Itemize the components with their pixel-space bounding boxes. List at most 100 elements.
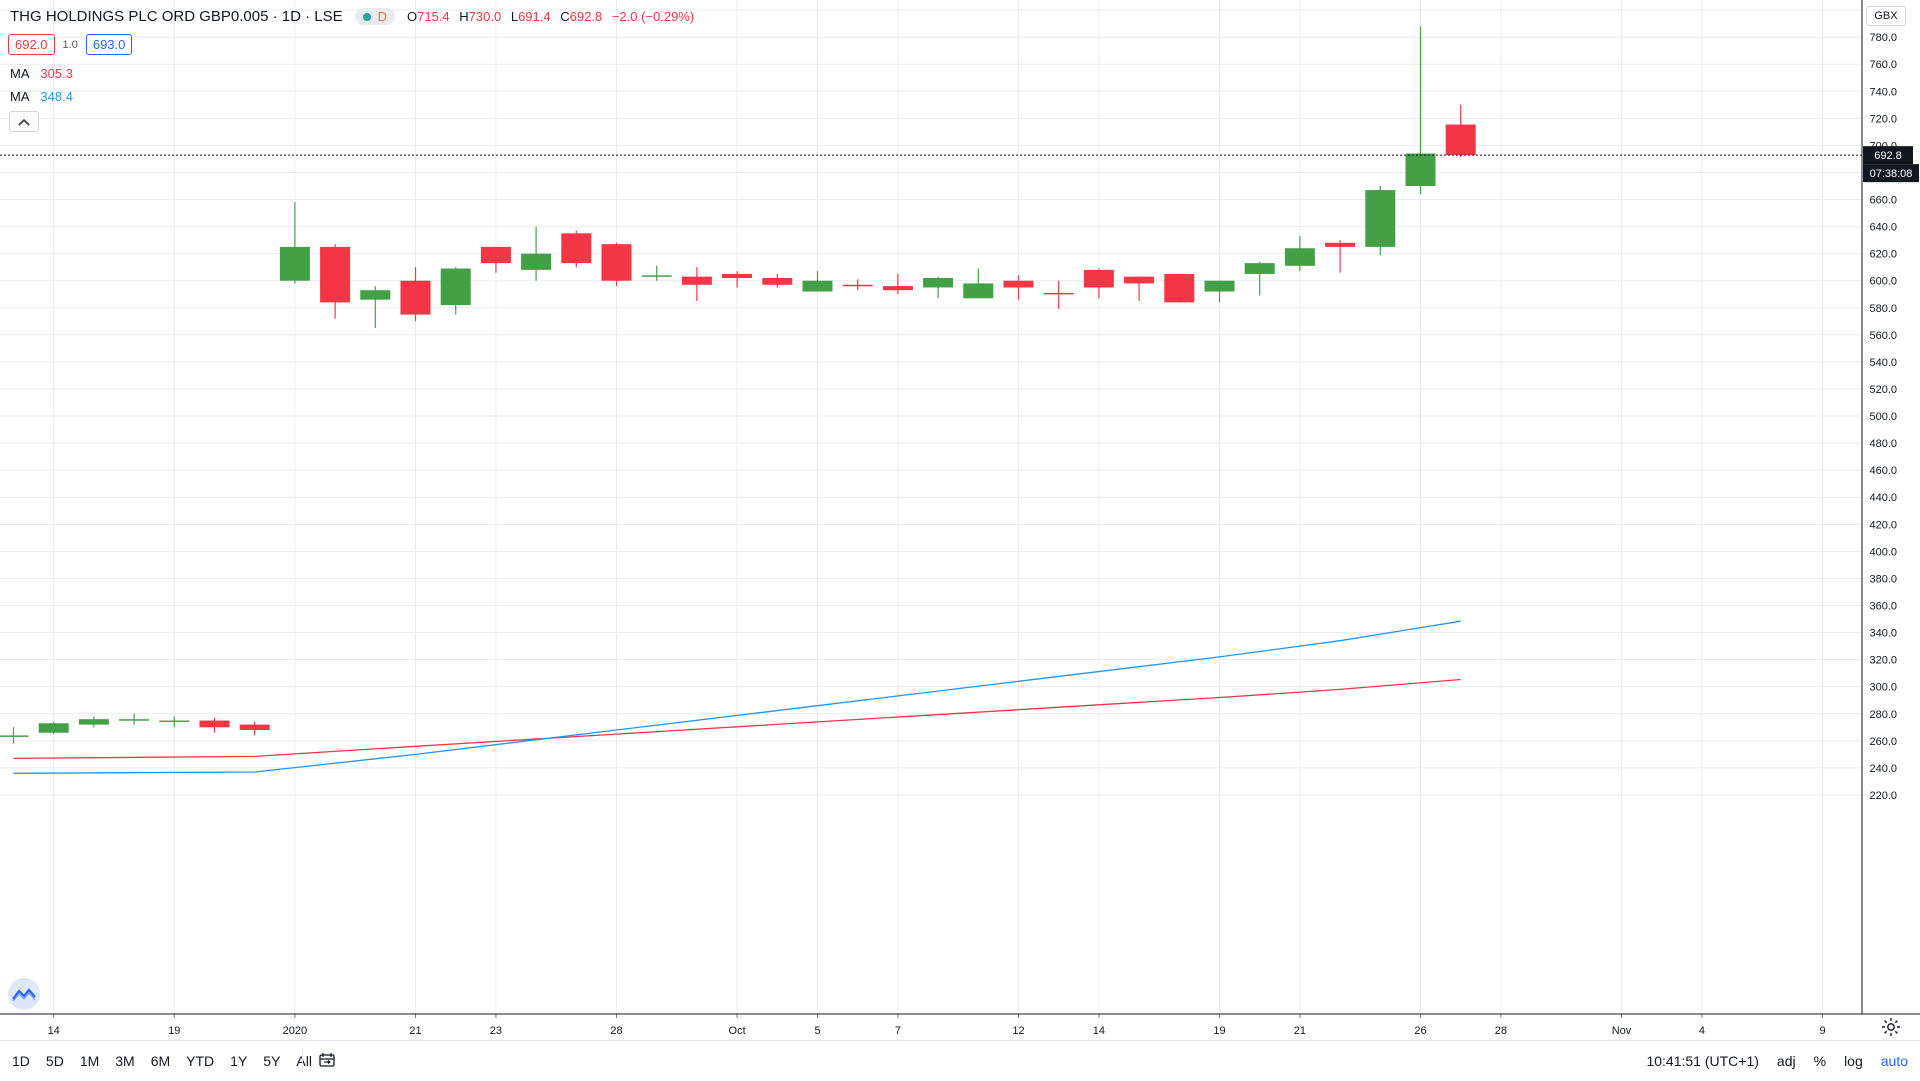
candles [0,26,1476,744]
range-5y-button[interactable]: 5Y [263,1053,281,1069]
candle-body [762,278,793,285]
candle-body [802,280,833,292]
y-tick-label: 220.0 [1869,790,1897,802]
range-6m-button[interactable]: 6M [150,1053,171,1069]
y-tick-label: 380.0 [1869,573,1897,585]
candle-body [0,735,29,737]
clock-timezone[interactable]: 10:41:51 (UTC+1) [1646,1053,1759,1069]
grid [0,0,1862,1014]
candle-body [239,724,270,731]
adj-toggle[interactable]: adj [1776,1053,1796,1069]
candle-body [1003,280,1034,288]
candle-body [521,253,552,270]
auto-scale-toggle[interactable]: auto [1880,1053,1908,1069]
range-1d-button[interactable]: 1D [12,1053,30,1069]
candle [722,271,753,288]
candle [1043,280,1074,310]
candle [1325,240,1356,273]
candle-body [199,720,230,728]
x-tick-label: 28 [1495,1025,1507,1037]
candle-body [1445,124,1476,156]
range-1m-button[interactable]: 1M [79,1053,100,1069]
candle [842,279,873,291]
x-tick-label: 5 [814,1025,820,1037]
candle-body [78,719,109,725]
spread-value: 1.0 [62,38,78,51]
x-tick-label: 14 [1093,1025,1105,1037]
ohlc-low-value: 691.4 [518,9,551,24]
sell-price-button[interactable]: 692.0 [8,34,55,55]
y-tick-label: 460.0 [1869,465,1897,477]
range-5d-button[interactable]: 5D [45,1053,64,1069]
candle [601,242,632,287]
candle [440,267,471,315]
candle [882,273,913,295]
candle-body [440,268,471,306]
ohlc-high-label: H [459,9,469,24]
settings-gear-icon[interactable] [1880,1016,1902,1038]
y-tick-label: 620.0 [1869,249,1897,261]
ma-legend-slow[interactable]: MA 348.4 [10,89,73,104]
candle [641,265,672,281]
tradingview-logo[interactable] [8,978,40,1010]
candle [119,713,150,725]
ohlc-close-value: 692.8 [569,9,603,24]
price-chart[interactable]: 220.0 240.0 260.0 280.0 300.0 320.0 340.0 360.0… [0,0,1920,1040]
y-tick-label: 580.0 [1869,303,1897,315]
y-tick-label: 320.0 [1869,655,1897,667]
candle-body [882,286,913,291]
y-tick-label: 480.0 [1869,438,1897,450]
currency-badge[interactable]: GBX [1866,6,1906,26]
candle-body [1164,273,1195,303]
candle-body [1405,153,1436,186]
candle [400,267,431,322]
percent-toggle[interactable]: % [1813,1053,1827,1069]
range-all-button[interactable]: All [296,1053,312,1069]
y-tick-label: 540.0 [1869,357,1897,369]
ma-fast-value: 305.3 [40,66,73,81]
candle-body [963,283,994,299]
ma-legend-fast[interactable]: MA 305.3 [10,66,73,81]
toolbar-divider [302,1049,303,1073]
tradingview-logo-icon [12,988,36,1002]
candle [78,716,109,728]
collapse-legend-button[interactable] [9,111,39,132]
range-1y-button[interactable]: 1Y [230,1053,248,1069]
candle-body [1083,269,1114,288]
ohlc-low-label: L [510,9,519,24]
y-tick-label: 720.0 [1869,113,1897,125]
chevron-up-icon [18,118,30,126]
candle-body [1365,190,1396,247]
candle-body [480,246,511,264]
candle [320,244,351,319]
log-toggle[interactable]: log [1844,1053,1863,1069]
ohlc-values: O715.4 H730.0 L691.4 C692.8 −2.0 (−0.29%… [407,9,700,24]
range-3m-button[interactable]: 3M [115,1053,135,1069]
date-range-icon[interactable] [318,1051,336,1069]
y-tick-label: 640.0 [1869,222,1897,234]
candle [38,721,69,735]
countdown-label: 07:38:08 [1870,168,1913,180]
range-ytd-button[interactable]: YTD [186,1053,215,1069]
y-tick-label: 780.0 [1869,32,1897,44]
axes: 220.0 240.0 260.0 280.0 300.0 320.0 340.0 360.0… [0,0,1920,1037]
x-tick-label: 28 [610,1025,622,1037]
candle-body [1325,242,1356,247]
candle [360,286,391,329]
x-tick-label: 14 [48,1025,60,1037]
y-tick-label: 520.0 [1869,384,1897,396]
market-status[interactable]: D [354,8,395,25]
y-tick-label: 560.0 [1869,330,1897,342]
symbol-legend: THG HOLDINGS PLC ORD GBP0.005 · 1D · LSE… [10,8,700,25]
y-tick-label: 440.0 [1869,492,1897,504]
buy-price-button[interactable]: 693.0 [85,34,133,55]
ma-fast-label: MA [10,66,29,81]
candle [681,267,712,302]
ohlc-open-label: O [406,9,418,24]
candle [1365,185,1396,256]
y-tick-label: 500.0 [1869,411,1897,423]
candle [239,721,270,736]
candle [1244,261,1275,296]
last-price-label: 692.8 [1874,150,1902,162]
